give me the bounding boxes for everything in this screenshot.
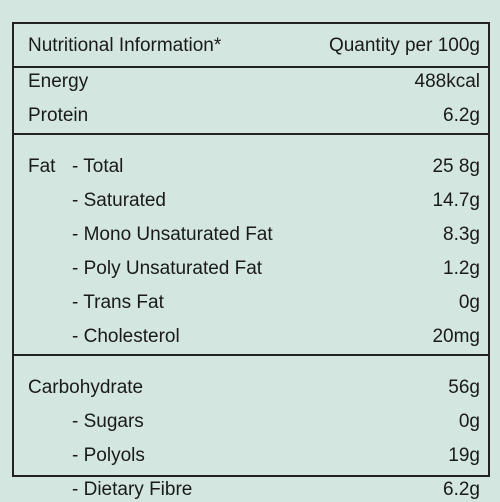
row-value: 0g	[458, 411, 480, 432]
row-value: 488kcal	[414, 71, 481, 92]
row-value: 6.2g	[443, 105, 480, 126]
row-sublabel: - Sugars	[72, 411, 144, 432]
row-sublabel: - Dietary Fibre	[72, 479, 193, 500]
row-sublabel: - Mono Unsaturated Fat	[72, 224, 273, 245]
header-quantity: Quantity per 100g	[328, 35, 480, 56]
divider	[14, 354, 488, 356]
divider	[14, 66, 488, 68]
row-value: 20mg	[432, 326, 480, 347]
row-value: 56g	[448, 377, 480, 398]
divider	[14, 133, 488, 135]
row-value: 14.7g	[432, 190, 480, 211]
row-value: 0g	[458, 292, 480, 313]
nutrition-table: Nutritional Information* Quantity per 10…	[12, 22, 490, 500]
row-value: 19g	[448, 445, 480, 466]
row-value: 25 8g	[432, 156, 480, 177]
row-sublabel: - Poly Unsaturated Fat	[72, 258, 263, 279]
row-sublabel: - Saturated	[72, 190, 166, 211]
row-sublabel: - Trans Fat	[72, 292, 164, 313]
row-label: Fat	[28, 156, 56, 177]
row-sublabel: - Polyols	[72, 445, 145, 466]
row-sublabel: - Cholesterol	[72, 326, 180, 347]
row-label: Protein	[28, 105, 89, 126]
row-label: Carbohydrate	[28, 377, 144, 398]
header-title: Nutritional Information*	[28, 35, 222, 56]
row-value: 6.2g	[443, 479, 480, 500]
row-sublabel: - Total	[72, 156, 124, 177]
row-value: 1.2g	[443, 258, 480, 279]
row-value: 8.3g	[443, 224, 480, 245]
row-label: Energy	[28, 71, 89, 92]
